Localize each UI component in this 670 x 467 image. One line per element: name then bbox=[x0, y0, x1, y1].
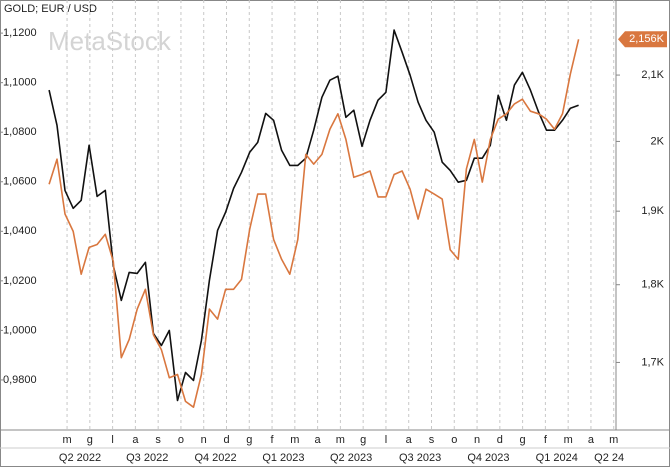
x-tick-label: a bbox=[132, 434, 139, 446]
quarter-label: Q1 2024 bbox=[536, 452, 578, 464]
x-tick-label: l bbox=[111, 434, 113, 446]
y-tick-label: 1,1000 bbox=[3, 77, 37, 89]
quarter-label: Q2 2022 bbox=[59, 452, 101, 464]
last-value-tag bbox=[618, 31, 667, 48]
y-tick-label: 1,1200 bbox=[3, 27, 37, 39]
x-tick-label: m bbox=[290, 434, 299, 446]
y-tick-label: 1,0600 bbox=[3, 176, 37, 188]
watermark: MetaStock bbox=[48, 26, 172, 56]
quarter-label: Q4 2023 bbox=[467, 452, 509, 464]
y2-tick-label: 1,9K bbox=[641, 205, 664, 217]
chart-title: GOLD; EUR / USD bbox=[4, 3, 97, 15]
x-tick-label: f bbox=[544, 434, 548, 446]
y-tick-label: 1,0000 bbox=[3, 324, 37, 336]
quarter-label: Q3 2023 bbox=[399, 452, 441, 464]
x-tick-label: o bbox=[451, 434, 457, 446]
x-tick-label: l bbox=[385, 434, 387, 446]
quarter-label: Q4 2022 bbox=[194, 452, 236, 464]
y2-tick-label: 1,8K bbox=[641, 279, 664, 291]
x-tick-label: m bbox=[609, 434, 618, 446]
y2-tick-label: 2K bbox=[651, 135, 665, 147]
x-tick-label: d bbox=[223, 434, 229, 446]
y-tick-label: 0,9800 bbox=[3, 374, 37, 386]
quarter-label: Q3 2022 bbox=[126, 452, 168, 464]
y-tick-label: 1,0800 bbox=[3, 126, 37, 138]
x-tick-label: m bbox=[564, 434, 573, 446]
x-tick-label: n bbox=[474, 434, 480, 446]
x-tick-label: g bbox=[360, 434, 366, 446]
x-tick-label: a bbox=[588, 434, 595, 446]
x-tick-label: a bbox=[315, 434, 322, 446]
quarter-label: Q2 2023 bbox=[330, 452, 372, 464]
x-tick-label: g bbox=[246, 434, 252, 446]
series-line bbox=[48, 39, 580, 408]
y2-tick-label: 2,1K bbox=[641, 69, 664, 81]
y2-tick-label: 1,7K bbox=[641, 356, 664, 368]
x-tick-label: o bbox=[178, 434, 184, 446]
x-tick-label: d bbox=[497, 434, 503, 446]
x-tick-label: n bbox=[201, 434, 207, 446]
x-tick-label: m bbox=[336, 434, 345, 446]
quarter-label: Q2 24 bbox=[594, 452, 624, 464]
y-tick-label: 1,0200 bbox=[3, 275, 37, 287]
x-tick-label: f bbox=[271, 434, 275, 446]
series-line bbox=[48, 29, 579, 402]
last-value-label: 2,156K bbox=[629, 33, 665, 45]
x-tick-label: s bbox=[429, 434, 435, 446]
y-tick-label: 1,0400 bbox=[3, 225, 37, 237]
x-tick-label: s bbox=[155, 434, 161, 446]
x-tick-label: a bbox=[406, 434, 413, 446]
quarter-label: Q1 2023 bbox=[262, 452, 304, 464]
x-tick-label: g bbox=[87, 434, 93, 446]
x-tick-label: m bbox=[62, 434, 71, 446]
x-tick-label: g bbox=[520, 434, 526, 446]
